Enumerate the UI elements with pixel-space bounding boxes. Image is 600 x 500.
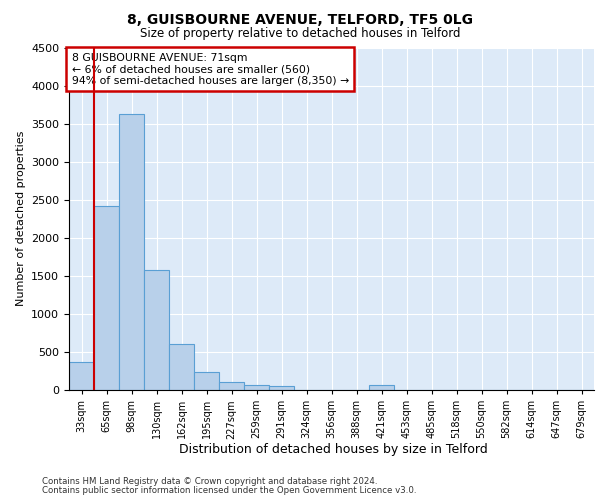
Text: Contains HM Land Registry data © Crown copyright and database right 2024.: Contains HM Land Registry data © Crown c… [42, 477, 377, 486]
Bar [244, 384, 269, 390]
Bar [169, 344, 194, 390]
Bar [144, 270, 169, 390]
Text: Contains public sector information licensed under the Open Government Licence v3: Contains public sector information licen… [42, 486, 416, 495]
Bar [269, 386, 294, 390]
Bar [94, 206, 119, 390]
Text: 8 GUISBOURNE AVENUE: 71sqm
← 6% of detached houses are smaller (560)
94% of semi: 8 GUISBOURNE AVENUE: 71sqm ← 6% of detac… [71, 52, 349, 86]
Bar [119, 114, 144, 390]
Bar [219, 382, 244, 390]
Bar [194, 372, 219, 390]
Text: 8, GUISBOURNE AVENUE, TELFORD, TF5 0LG: 8, GUISBOURNE AVENUE, TELFORD, TF5 0LG [127, 12, 473, 26]
Text: Size of property relative to detached houses in Telford: Size of property relative to detached ho… [140, 28, 460, 40]
Y-axis label: Number of detached properties: Number of detached properties [16, 131, 26, 306]
Bar [69, 362, 94, 390]
Text: Distribution of detached houses by size in Telford: Distribution of detached houses by size … [179, 442, 487, 456]
Bar [369, 386, 394, 390]
